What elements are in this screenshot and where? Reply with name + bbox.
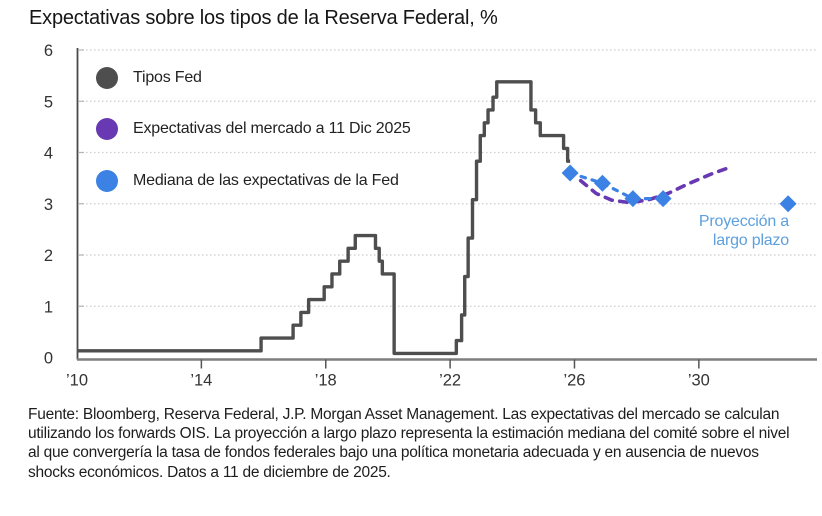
- fed-rates-dot-icon: [96, 66, 118, 89]
- fed-median-dot-icon: [96, 169, 118, 192]
- chart-legend: Tipos Fed Expectativas del mercado a 11 …: [96, 64, 411, 219]
- fed-median-diamond: [624, 190, 642, 208]
- x-tick-label: ’10: [66, 372, 88, 390]
- fed-median-diamond: [561, 164, 579, 182]
- fed-median-diamond: [654, 190, 672, 208]
- y-tick-label: 0: [44, 350, 53, 368]
- long-run-projection-label-line1: Proyección a: [698, 213, 789, 230]
- x-tick-label: ’30: [688, 372, 710, 390]
- legend-item-tipos-fed: Tipos Fed: [96, 64, 411, 91]
- legend-item-mediana-fed: Mediana de las expectativas de la Fed: [96, 167, 411, 194]
- y-tick-label: 5: [44, 93, 53, 111]
- fed-median-diamond: [593, 174, 611, 192]
- source-note: Fuente: Bloomberg, Reserva Federal, J.P.…: [28, 406, 790, 481]
- fed-rate-line: [77, 80, 571, 356]
- legend-label: Expectativas del mercado a 11 Dic 2025: [133, 120, 411, 137]
- legend-label: Mediana de las expectativas de la Fed: [133, 171, 399, 189]
- long-run-projection-label: Proyección a largo plazo: [699, 212, 789, 250]
- x-tick-label: ’26: [563, 372, 585, 390]
- fed-median-connector: [568, 171, 665, 201]
- long-run-diamond: [779, 195, 797, 213]
- legend-item-expectativas-mercado: Expectativas del mercado a 11 Dic 2025: [96, 116, 411, 143]
- rates-chart: 0 1 2 3 4 5 6 ’10 ’14 ’18 ’22 ’26 ’30: [44, 42, 817, 390]
- y-tick-label: 1: [44, 298, 53, 316]
- y-tick-label: 2: [44, 247, 53, 265]
- market-expectations-dot-icon: [96, 118, 118, 140]
- legend-label: Tipos Fed: [133, 68, 202, 86]
- x-tick-label: ’18: [315, 372, 337, 390]
- x-tick-label: ’22: [439, 372, 461, 390]
- x-tick-label: ’14: [190, 372, 212, 390]
- chart-title: Expectativas sobre los tipos de la Reser…: [29, 7, 498, 29]
- y-tick-label: 6: [44, 42, 53, 60]
- y-tick-label: 4: [44, 145, 53, 163]
- y-tick-label: 3: [44, 196, 53, 214]
- long-run-projection-label-line2: largo plazo: [712, 232, 789, 249]
